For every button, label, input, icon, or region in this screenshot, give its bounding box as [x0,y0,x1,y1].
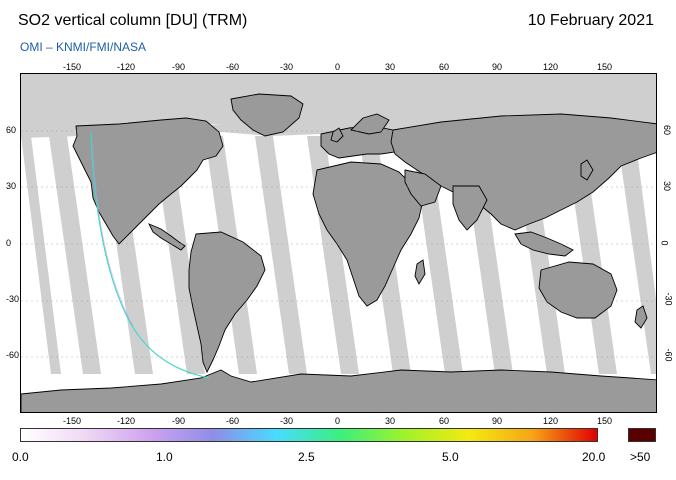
lat-tick-left: -30 [6,294,20,304]
lon-tick-bottom: 30 [385,416,396,426]
lon-tick-top: -30 [280,62,294,72]
overflow-color-swatch [628,428,656,442]
lat-tick-right: 30 [662,180,673,192]
british-isles [330,127,344,143]
lon-tick-bottom: 120 [543,416,559,426]
map-canvas [21,74,656,412]
lon-tick-bottom: 150 [597,416,613,426]
lat-tick-left: 30 [6,181,17,191]
lon-tick-bottom: -150 [63,416,82,426]
australia [538,261,618,319]
scandinavia [350,113,390,135]
arabian-peninsula [404,169,442,207]
lon-tick-bottom: 60 [439,416,450,426]
lon-tick-top: -90 [172,62,186,72]
map-date: 10 February 2021 [527,12,654,29]
lon-tick-top: -60 [226,62,240,72]
lon-tick-top: -150 [63,62,82,72]
lon-tick-bottom: -90 [172,416,186,426]
lat-tick-right: -60 [663,348,674,362]
north-america [72,117,224,245]
lon-tick-bottom: -30 [280,416,294,426]
africa [312,161,424,307]
colorbar-overflow-label: >50 [630,450,651,464]
so2-trajectory-trace [92,143,134,327]
greenland [230,93,304,137]
so2-world-map [20,73,657,413]
map-title: SO2 vertical column [DU] (TRM) [18,12,248,29]
lon-tick-bottom: 90 [492,416,503,426]
madagascar [414,259,426,285]
lon-tick-top: -120 [117,62,136,72]
lon-tick-bottom: -120 [117,416,136,426]
lon-tick-top: 120 [543,62,559,72]
maritime-southeast-asia [514,231,574,257]
colorbar-label: 0.0 [12,450,29,464]
new-zealand [634,305,648,329]
lon-tick-bottom: 0 [335,416,341,426]
graticule [21,130,656,358]
lat-tick-right: 0 [659,240,670,246]
lon-tick-top: 0 [335,62,341,72]
lon-tick-top: 60 [439,62,450,72]
lat-tick-left: 60 [6,125,17,135]
lat-tick-left: -60 [6,350,20,360]
colorbar-label: 20.0 [582,450,606,464]
lat-tick-right: 60 [662,124,673,136]
colorbar-label: 5.0 [442,450,459,464]
lat-tick-right: -30 [663,292,674,306]
indian-subcontinent [452,185,488,231]
lon-tick-bottom: -60 [226,416,240,426]
colorbar-label: 2.5 [298,450,315,464]
antarctica [21,369,656,412]
data-source-credit: OMI – KNMI/FMI/NASA [20,40,147,54]
landmasses [21,93,656,412]
south-america [188,231,266,374]
japan [580,159,594,181]
so2-trajectory-trace [90,131,210,379]
so2-colorbar [20,428,598,442]
lat-tick-left: 0 [6,238,12,248]
central-america [148,223,186,251]
lon-tick-top: 30 [385,62,396,72]
lon-tick-top: 90 [492,62,503,72]
lon-tick-top: 150 [597,62,613,72]
colorbar-label: 1.0 [156,450,173,464]
